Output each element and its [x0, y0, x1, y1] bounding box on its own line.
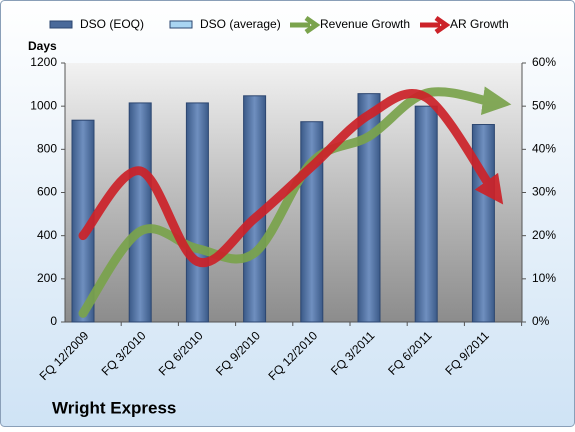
- bar: [128, 102, 152, 323]
- y-tick-label: 1200: [30, 55, 57, 69]
- legend-label: Revenue Growth: [320, 17, 410, 31]
- y2-tick-label: 30%: [532, 185, 556, 199]
- legend-label: AR Growth: [450, 17, 509, 31]
- y-tick-label: 200: [37, 271, 57, 285]
- legend-swatch: [169, 20, 193, 29]
- y-tick-label: 600: [37, 185, 57, 199]
- legend: DSO (EOQ) DSO (average) Revenue Growth AR G…: [49, 15, 509, 35]
- bar: [185, 102, 209, 323]
- bar: [471, 124, 495, 323]
- chart-title: Wright Express: [52, 398, 176, 417]
- y2-tick-label: 10%: [532, 271, 556, 285]
- y-tick-label: 0: [50, 314, 57, 328]
- y-axis-label: Days: [28, 39, 57, 53]
- legend-swatch: [290, 15, 321, 35]
- y-tick-label: 800: [37, 142, 57, 156]
- y2-tick-label: 20%: [532, 228, 556, 242]
- y2-tick-label: 50%: [532, 98, 556, 112]
- y2-tick-label: 0%: [532, 314, 550, 328]
- y-tick-label: 1000: [30, 98, 57, 112]
- arrow-line: [78, 88, 504, 268]
- legend-label: DSO (EOQ): [80, 17, 144, 31]
- y2-tick-label: 40%: [532, 142, 556, 156]
- legend-swatch: [420, 15, 451, 35]
- legend-swatch: [49, 20, 73, 29]
- y-tick-label: 400: [37, 228, 57, 242]
- legend-label: DSO (average): [200, 17, 281, 31]
- y2-tick-label: 60%: [532, 55, 556, 69]
- bar: [357, 93, 381, 323]
- bar: [414, 105, 438, 323]
